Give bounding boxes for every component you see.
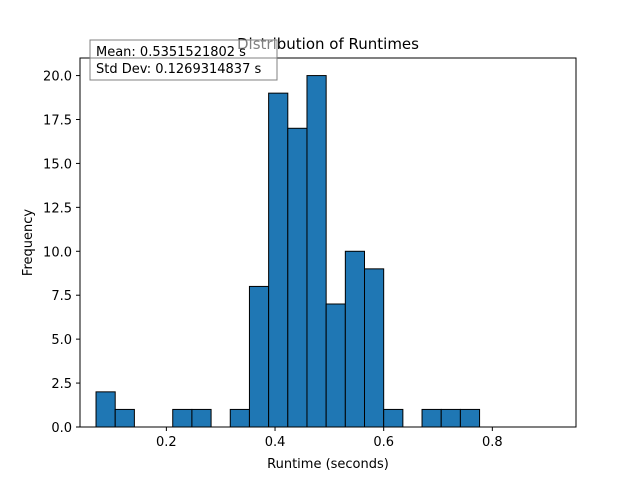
histogram-bar bbox=[365, 269, 384, 427]
histogram-bar bbox=[422, 409, 441, 427]
histogram-bar bbox=[230, 409, 249, 427]
y-axis-ticks: 0.0 2.5 5.0 7.5 10.0 12.5 15.0 17.5 20.0 bbox=[43, 70, 80, 436]
histogram-bar bbox=[288, 128, 307, 427]
y-tick-label: 12.5 bbox=[43, 201, 72, 216]
histogram-bar bbox=[441, 409, 460, 427]
y-tick-label: 0.0 bbox=[51, 421, 72, 436]
stats-box: Mean: 0.5351521802 s Std Dev: 0.12693148… bbox=[90, 40, 277, 80]
y-tick-label: 20.0 bbox=[43, 70, 72, 85]
y-tick-label: 2.5 bbox=[51, 377, 72, 392]
histogram-bar bbox=[326, 304, 345, 427]
histogram-bar bbox=[460, 409, 479, 427]
x-axis-ticks: 0.2 0.4 0.6 0.8 bbox=[156, 427, 503, 450]
x-axis-label: Runtime (seconds) bbox=[267, 457, 389, 472]
y-axis-label: Frequency bbox=[21, 209, 36, 276]
bars-group bbox=[96, 76, 480, 427]
y-tick-label: 10.0 bbox=[43, 245, 72, 260]
stats-std-dev: Std Dev: 0.1269314837 s bbox=[96, 62, 261, 77]
x-tick-label: 0.4 bbox=[265, 435, 286, 450]
x-tick-label: 0.2 bbox=[156, 435, 177, 450]
x-tick-label: 0.6 bbox=[373, 435, 394, 450]
histogram-bar bbox=[115, 409, 134, 427]
histogram-bar bbox=[249, 286, 268, 427]
histogram-bar bbox=[192, 409, 211, 427]
y-tick-label: 7.5 bbox=[51, 289, 72, 304]
histogram-bar bbox=[96, 392, 115, 427]
stats-mean: Mean: 0.5351521802 s bbox=[96, 45, 246, 60]
histogram-bar bbox=[269, 93, 288, 427]
histogram-bar bbox=[173, 409, 192, 427]
y-tick-label: 17.5 bbox=[43, 114, 72, 129]
y-tick-label: 5.0 bbox=[51, 333, 72, 348]
histogram-bar bbox=[345, 251, 364, 427]
y-tick-label: 15.0 bbox=[43, 157, 72, 172]
histogram-bar bbox=[307, 76, 326, 427]
x-tick-label: 0.8 bbox=[482, 435, 503, 450]
histogram-bar bbox=[384, 409, 403, 427]
